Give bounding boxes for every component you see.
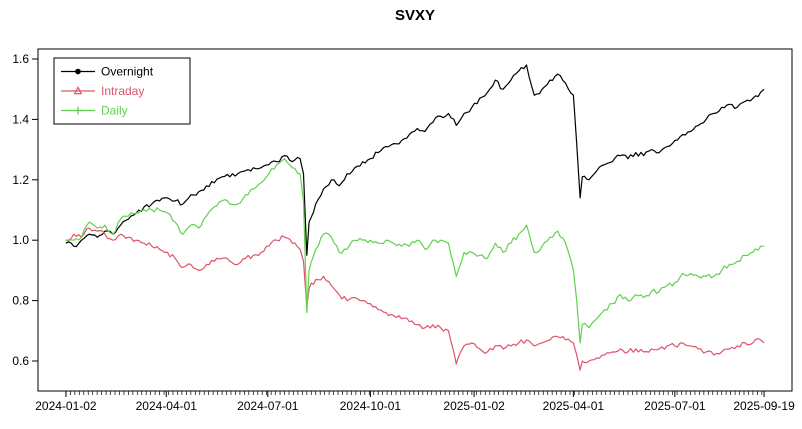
axes bbox=[32, 48, 793, 397]
legend-circle-marker-icon bbox=[75, 68, 81, 75]
legend-label: Overnight bbox=[101, 65, 154, 79]
y-tick-label: 1.6 bbox=[12, 52, 29, 66]
x-tick-label: 2024-10-01 bbox=[340, 399, 402, 413]
legend-label: Daily bbox=[101, 104, 128, 118]
x-tick-label: 2025-09-19 bbox=[733, 399, 795, 413]
y-tick-label: 0.8 bbox=[12, 294, 29, 308]
x-tick-label: 2024-07-01 bbox=[237, 399, 299, 413]
series-line-overnight bbox=[65, 64, 765, 256]
y-tick-label: 1.0 bbox=[12, 233, 29, 247]
series-line-daily bbox=[65, 158, 765, 344]
x-tick-label: 2025-04-01 bbox=[543, 399, 605, 413]
x-tick-label: 2025-07-01 bbox=[644, 399, 706, 413]
legend-triangle-marker-icon bbox=[73, 86, 83, 95]
x-tick-label: 2024-01-02 bbox=[35, 399, 97, 413]
plot-box bbox=[37, 48, 793, 392]
chart-title: SVXY bbox=[395, 7, 435, 24]
x-tick-label: 2024-04-01 bbox=[136, 399, 198, 413]
y-tick-label: 1.4 bbox=[12, 112, 29, 126]
axis-tick-labels: 0.6 0.8 1.0 1.2 1.4 1.6 2024-01-02 2024-04-01 20… bbox=[12, 52, 795, 413]
y-tick-label: 0.6 bbox=[12, 354, 29, 368]
y-tick-label: 1.2 bbox=[12, 173, 29, 187]
series-line-intraday bbox=[65, 227, 765, 371]
plot-area: 0.6 0.8 1.0 1.2 1.4 1.6 2024-01-02 2024-04-01 20… bbox=[12, 48, 795, 413]
x-tick-label: 2025-01-02 bbox=[443, 399, 505, 413]
legend-label: Intraday bbox=[101, 84, 144, 98]
legend: Overnight Intraday Daily bbox=[53, 57, 191, 125]
